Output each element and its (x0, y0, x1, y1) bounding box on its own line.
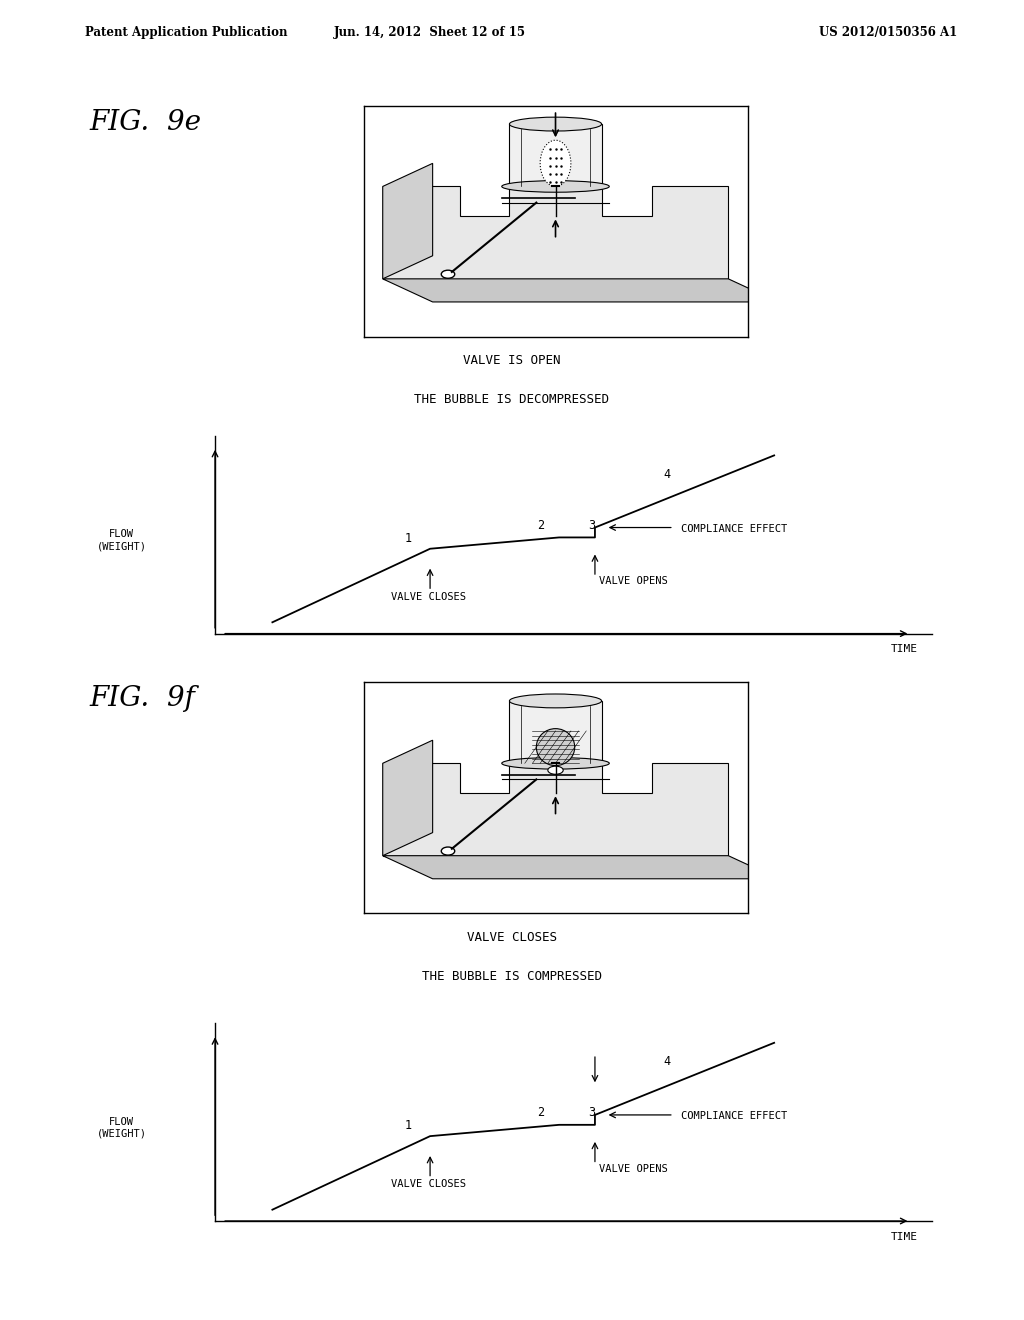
Text: THE BUBBLE IS DECOMPRESSED: THE BUBBLE IS DECOMPRESSED (415, 393, 609, 407)
Polygon shape (509, 124, 601, 186)
Text: Jun. 14, 2012  Sheet 12 of 15: Jun. 14, 2012 Sheet 12 of 15 (334, 26, 526, 40)
Text: 4: 4 (664, 467, 670, 480)
Text: FIG.  9f: FIG. 9f (90, 685, 196, 713)
Text: VALVE OPENS: VALVE OPENS (598, 1163, 668, 1173)
Ellipse shape (441, 847, 455, 855)
Text: FLOW
(WEIGHT): FLOW (WEIGHT) (97, 529, 146, 550)
Ellipse shape (510, 117, 602, 131)
Ellipse shape (441, 271, 455, 279)
Polygon shape (383, 855, 778, 879)
Text: Patent Application Publication: Patent Application Publication (85, 26, 288, 40)
Text: VALVE IS OPEN: VALVE IS OPEN (463, 354, 561, 367)
Polygon shape (383, 741, 432, 855)
Text: 4: 4 (664, 1055, 670, 1068)
Polygon shape (383, 164, 432, 279)
Polygon shape (383, 186, 728, 279)
Text: VALVE CLOSES: VALVE CLOSES (390, 591, 466, 602)
Ellipse shape (548, 766, 563, 775)
Ellipse shape (502, 758, 609, 770)
Ellipse shape (537, 729, 574, 766)
Text: TIME: TIME (891, 644, 918, 655)
Text: FIG.  9e: FIG. 9e (90, 108, 202, 136)
Text: VALVE CLOSES: VALVE CLOSES (467, 931, 557, 944)
Ellipse shape (541, 140, 571, 186)
Text: 3: 3 (588, 1106, 595, 1119)
Polygon shape (383, 279, 778, 302)
Text: VALVE OPENS: VALVE OPENS (598, 576, 668, 586)
Text: THE BUBBLE IS COMPRESSED: THE BUBBLE IS COMPRESSED (422, 970, 602, 983)
Text: 1: 1 (406, 532, 412, 544)
Text: COMPLIANCE EFFECT: COMPLIANCE EFFECT (681, 524, 787, 533)
Text: 3: 3 (588, 519, 595, 532)
Polygon shape (383, 763, 728, 855)
Text: 2: 2 (538, 1106, 545, 1119)
Text: VALVE CLOSES: VALVE CLOSES (390, 1179, 466, 1189)
Text: 1: 1 (406, 1119, 412, 1133)
Text: TIME: TIME (891, 1232, 918, 1242)
Text: 2: 2 (538, 519, 545, 532)
Text: US 2012/0150356 A1: US 2012/0150356 A1 (819, 26, 957, 40)
Text: FLOW
(WEIGHT): FLOW (WEIGHT) (97, 1117, 146, 1138)
Ellipse shape (510, 694, 602, 708)
Text: COMPLIANCE EFFECT: COMPLIANCE EFFECT (681, 1111, 787, 1121)
Polygon shape (509, 701, 601, 763)
Ellipse shape (502, 181, 609, 193)
